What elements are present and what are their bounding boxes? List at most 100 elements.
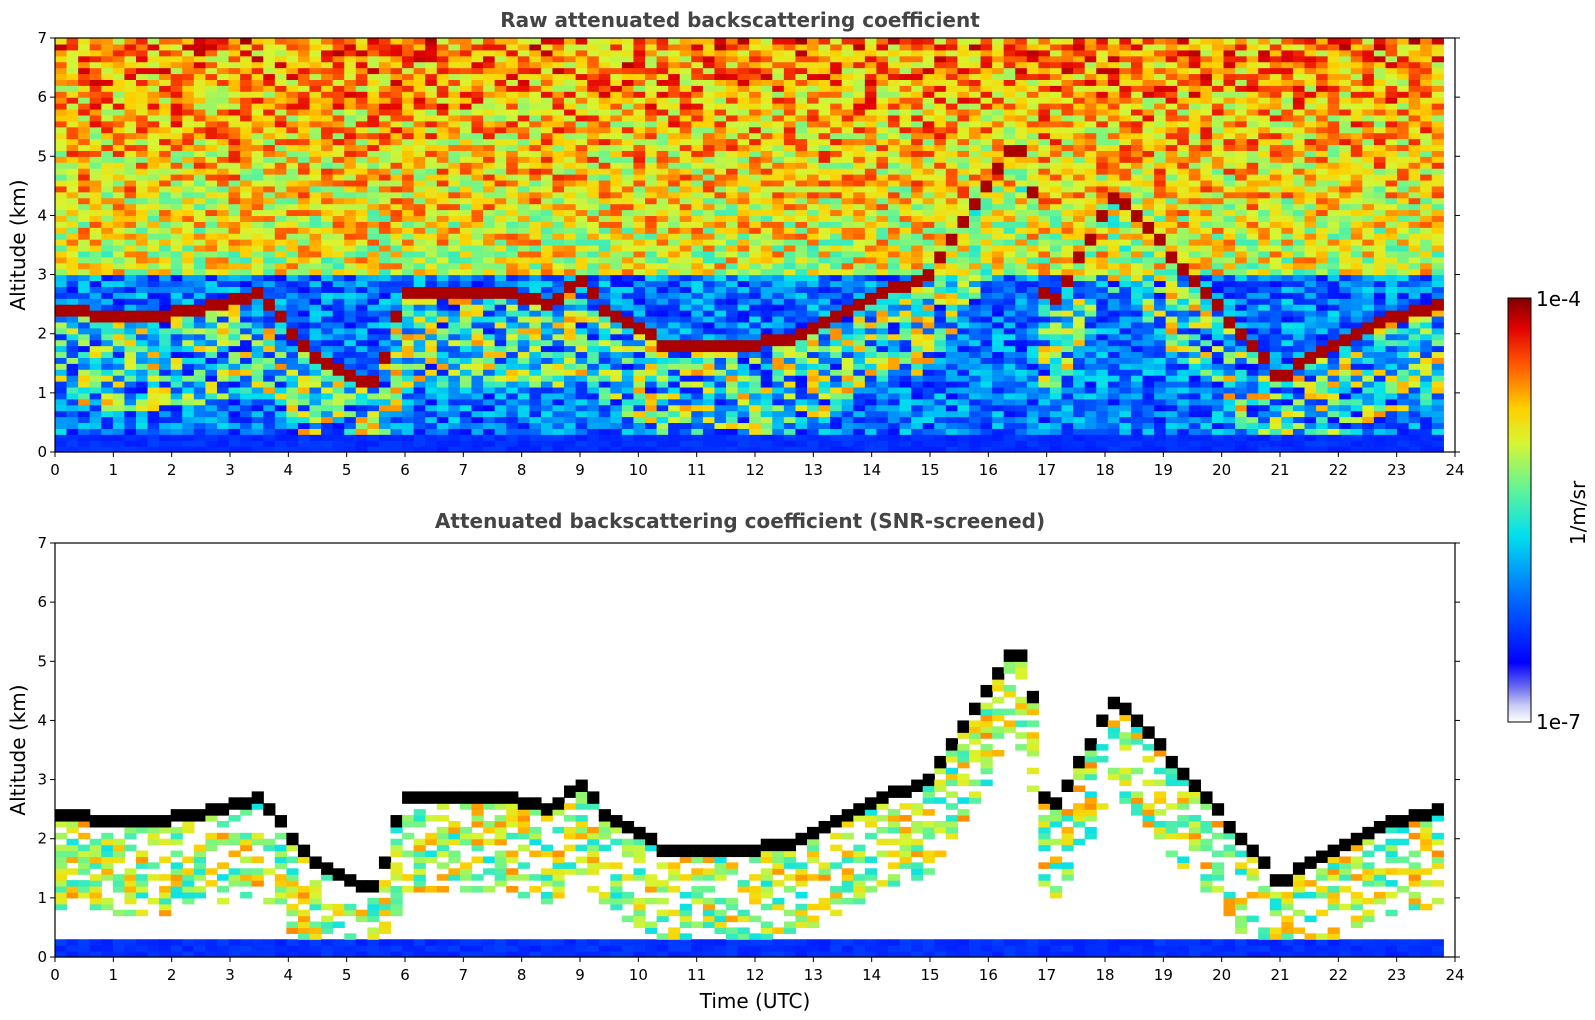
heatmap-cell <box>575 268 588 276</box>
heatmap-cell <box>332 162 345 169</box>
heatmap-cell <box>367 91 380 98</box>
heatmap-cell <box>691 369 704 376</box>
heatmap-cell <box>170 55 183 63</box>
heatmap-cell <box>309 310 322 317</box>
heatmap-cell <box>760 416 773 424</box>
heatmap-cell <box>170 286 183 293</box>
heatmap-cell <box>679 97 692 104</box>
heatmap-cell <box>783 321 797 329</box>
heatmap-cell <box>772 339 785 347</box>
heatmap-cell <box>378 404 392 412</box>
heatmap-cell <box>89 410 102 418</box>
heatmap-cell <box>55 327 68 335</box>
heatmap-cell <box>830 286 843 293</box>
heatmap-cell <box>135 138 149 146</box>
heatmap-cell <box>737 363 750 370</box>
heatmap-cell <box>760 369 773 376</box>
heatmap-cell <box>633 162 646 169</box>
heatmap-cell <box>668 239 681 246</box>
heatmap-cell <box>459 386 473 394</box>
heatmap-cell <box>240 85 253 92</box>
heatmap-cell <box>309 363 322 370</box>
heatmap-cell <box>772 221 785 228</box>
heatmap-cell <box>610 286 623 293</box>
heatmap-cell <box>170 315 183 323</box>
heatmap-cell <box>795 262 808 270</box>
heatmap-cell <box>691 434 704 441</box>
heatmap-cell <box>228 179 241 187</box>
heatmap-cell <box>621 434 635 441</box>
heatmap-cell <box>795 185 808 193</box>
heatmap-cell <box>598 185 611 193</box>
heatmap-cell <box>263 126 276 134</box>
heatmap-cell <box>864 339 878 347</box>
heatmap-cell <box>216 369 230 376</box>
heatmap-cell <box>726 174 739 181</box>
heatmap-cell <box>494 79 507 86</box>
heatmap-cell <box>66 304 79 311</box>
heatmap-cell <box>610 327 623 335</box>
heatmap-cell <box>749 286 762 293</box>
heatmap-cell <box>436 375 449 382</box>
heatmap-cell <box>413 315 426 323</box>
heatmap-cell <box>344 239 357 246</box>
heatmap-cell <box>459 168 473 175</box>
heatmap-cell <box>170 156 183 163</box>
heatmap-cell <box>807 67 820 75</box>
heatmap-cell <box>390 132 403 140</box>
heatmap-cell <box>864 203 878 211</box>
heatmap-cell <box>540 304 554 311</box>
heatmap-cell <box>355 398 368 406</box>
heatmap-cell <box>540 298 554 305</box>
heatmap-cell <box>818 203 831 211</box>
heatmap-cell <box>726 138 739 146</box>
heatmap-cell <box>598 416 611 424</box>
heatmap-cell <box>297 221 311 228</box>
heatmap-cell <box>529 286 542 293</box>
heatmap-cell <box>378 114 392 122</box>
heatmap-cell <box>656 446 669 453</box>
heatmap-cell <box>448 209 461 217</box>
heatmap-cell <box>193 108 207 116</box>
heatmap-cell <box>78 55 91 63</box>
heatmap-cell <box>749 97 762 104</box>
heatmap-cell <box>841 274 854 282</box>
heatmap-cell <box>483 357 496 364</box>
heatmap-cell <box>471 369 484 376</box>
heatmap-cell <box>402 363 415 370</box>
heatmap-cell <box>170 298 183 305</box>
heatmap-cell <box>645 221 658 228</box>
heatmap-cell <box>147 386 160 394</box>
heatmap-cell <box>355 286 368 293</box>
heatmap-cell <box>737 79 750 86</box>
heatmap-cell <box>425 156 438 163</box>
heatmap-cell <box>494 375 507 382</box>
heatmap-cell <box>55 197 68 205</box>
heatmap-cell <box>702 126 716 134</box>
heatmap-cell <box>193 280 207 287</box>
heatmap-cell <box>240 215 253 222</box>
heatmap-cell <box>390 434 403 441</box>
heatmap-cell <box>645 262 658 270</box>
heatmap-cell <box>818 381 831 388</box>
heatmap-cell <box>425 55 438 63</box>
heatmap-cell <box>691 233 704 240</box>
heatmap-cell <box>147 108 160 116</box>
heatmap-cell <box>228 434 241 441</box>
heatmap-cell <box>714 351 727 358</box>
heatmap-cell <box>205 386 218 394</box>
heatmap-cell <box>367 156 380 163</box>
heatmap-cell <box>378 120 392 128</box>
heatmap-cell <box>367 150 380 157</box>
heatmap-cell <box>436 38 449 45</box>
heatmap-cell <box>66 398 79 406</box>
heatmap-cell <box>251 310 264 317</box>
heatmap-cell <box>598 162 611 169</box>
heatmap-cell <box>205 310 218 317</box>
heatmap-cell <box>517 245 530 252</box>
heatmap-cell <box>135 144 149 151</box>
heatmap-cell <box>726 422 739 429</box>
heatmap-cell <box>321 351 334 358</box>
heatmap-cell <box>864 446 878 453</box>
heatmap-cell <box>66 250 79 258</box>
